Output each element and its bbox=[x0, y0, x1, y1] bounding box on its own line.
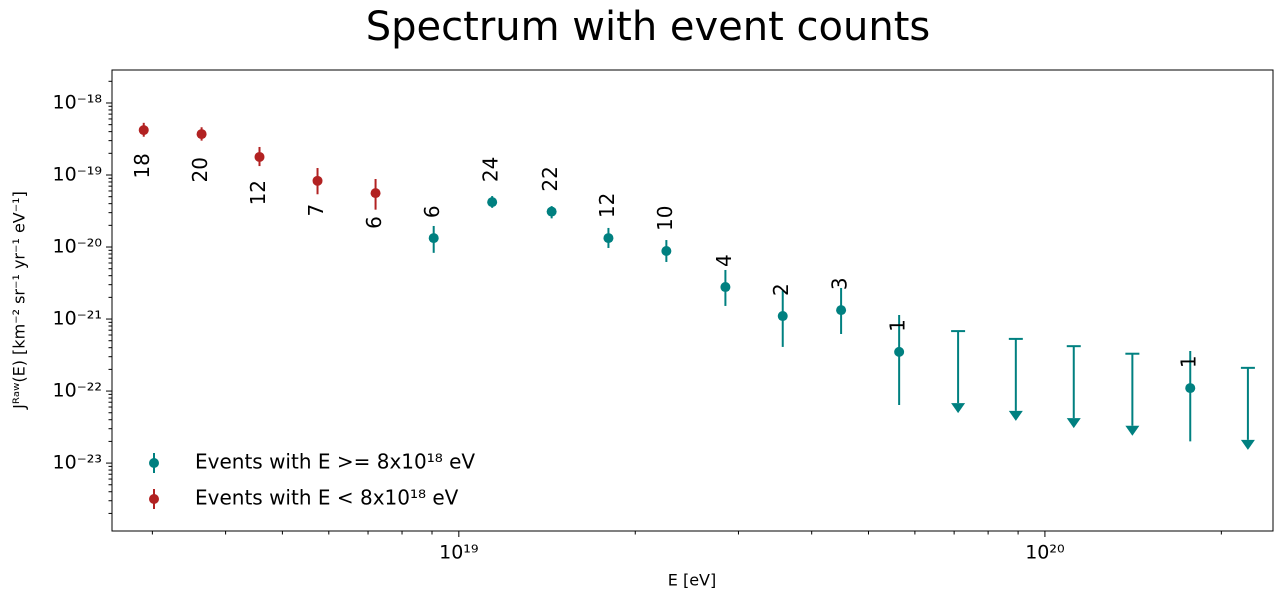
legend-label: Events with E >= 8x10¹⁸ eV bbox=[195, 450, 475, 474]
count-label: 24 bbox=[479, 157, 503, 182]
data-point bbox=[546, 206, 557, 217]
plot-frame bbox=[111, 69, 1274, 532]
count-label: 12 bbox=[595, 193, 619, 218]
upper-limit-arrow bbox=[1008, 410, 1023, 421]
data-point bbox=[428, 233, 439, 244]
y-tick-label: 10⁻²² bbox=[53, 380, 102, 402]
y-tick-label: 10⁻²¹ bbox=[53, 308, 102, 330]
y-tick-label: 10⁻¹⁸ bbox=[53, 91, 102, 113]
data-point bbox=[254, 151, 265, 162]
upper-limit-arrow bbox=[951, 403, 966, 414]
count-label: 2 bbox=[769, 283, 793, 296]
data-point bbox=[196, 129, 207, 140]
count-label: 22 bbox=[538, 166, 562, 191]
x-tick-label: 10²⁰ bbox=[1025, 542, 1064, 564]
legend-label: Events with E < 8x10¹⁸ eV bbox=[195, 486, 459, 510]
y-tick-label: 10⁻²³ bbox=[53, 452, 102, 474]
count-label: 18 bbox=[130, 153, 154, 178]
y-tick-label: 10⁻¹⁹ bbox=[53, 163, 102, 185]
data-point bbox=[894, 346, 905, 357]
count-label: 6 bbox=[420, 205, 444, 218]
count-label: 20 bbox=[188, 157, 212, 182]
upper-limit-arrow bbox=[1240, 439, 1255, 450]
y-tick-label: 10⁻²⁰ bbox=[53, 236, 102, 258]
y-axis-label: Jᴿᵃʷ(E) [km⁻² sr⁻¹ yr⁻¹ eV⁻¹] bbox=[10, 191, 29, 410]
count-label: 6 bbox=[362, 216, 386, 229]
data-point bbox=[487, 197, 498, 208]
legend-marker bbox=[149, 494, 159, 504]
count-label: 4 bbox=[712, 254, 736, 267]
data-point bbox=[312, 175, 323, 186]
data-point bbox=[1185, 383, 1196, 394]
data-point bbox=[720, 282, 731, 293]
count-label: 10 bbox=[653, 206, 677, 231]
chart-title: Spectrum with event counts bbox=[366, 4, 930, 50]
data-point bbox=[661, 246, 672, 257]
data-point bbox=[138, 125, 149, 136]
count-label: 1 bbox=[886, 319, 910, 332]
count-label: 3 bbox=[828, 277, 852, 290]
data-point bbox=[836, 305, 847, 316]
data-point bbox=[370, 188, 381, 199]
upper-limit-arrow bbox=[1066, 418, 1081, 429]
count-label: 7 bbox=[304, 204, 328, 217]
x-tick-label: 10¹⁹ bbox=[439, 542, 478, 564]
data-point bbox=[603, 233, 614, 244]
count-label: 1 bbox=[1177, 355, 1201, 368]
data-point bbox=[777, 311, 788, 322]
upper-limit-arrow bbox=[1125, 425, 1140, 436]
x-axis-label: E [eV] bbox=[668, 571, 716, 590]
legend-marker bbox=[149, 458, 159, 468]
count-label: 12 bbox=[246, 180, 270, 205]
